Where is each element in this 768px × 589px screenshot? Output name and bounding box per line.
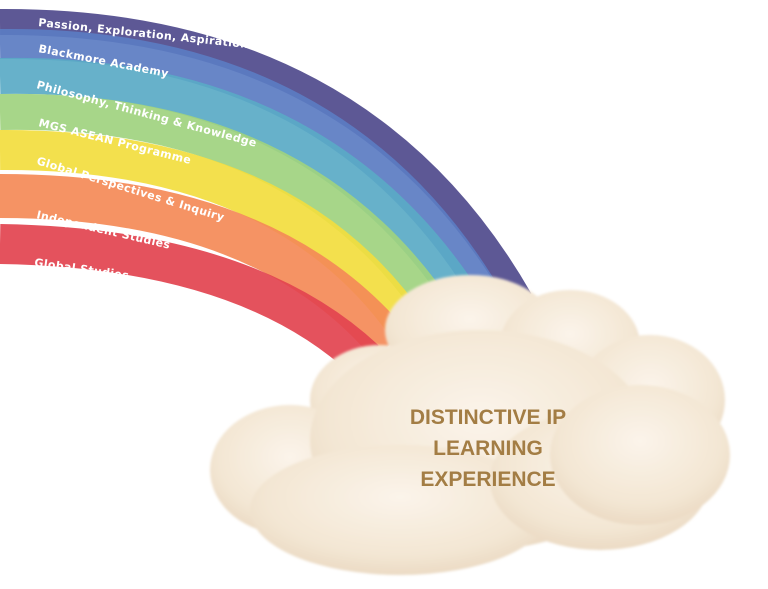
rainbow-band-2 — [0, 28, 506, 313]
cloud-line-2: LEARNING — [433, 437, 543, 460]
rainbow-band-1 — [0, 8, 532, 307]
rainbow-band-4 — [0, 93, 456, 328]
rainbow-band-3 — [0, 57, 486, 320]
cloud-line-3: EXPERIENCE — [420, 468, 555, 491]
rainbow-band-5 — [0, 129, 427, 342]
cloud — [210, 275, 730, 575]
rainbow-band-7 — [0, 224, 379, 375]
rainbow-band-6 — [0, 174, 407, 360]
cloud-line-1: DISTINCTIVE IP — [410, 406, 566, 429]
cloud-title: DISTINCTIVE IP LEARNING EXPERIENCE — [410, 406, 566, 491]
rainbow-bands — [0, 8, 532, 375]
